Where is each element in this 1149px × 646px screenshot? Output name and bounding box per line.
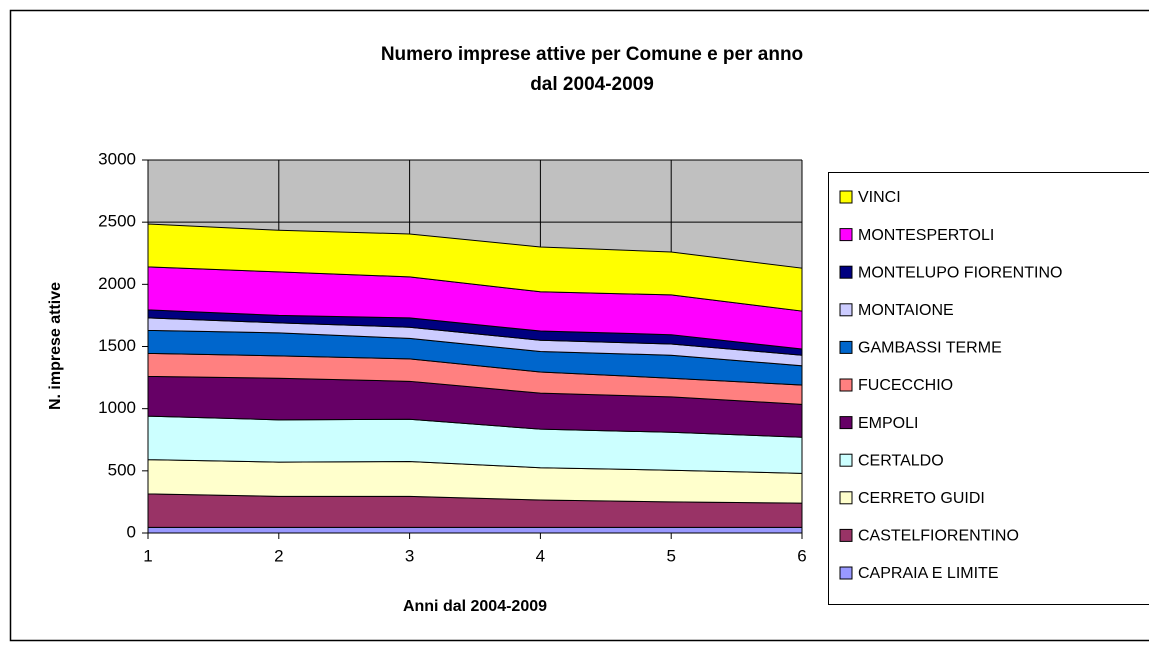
legend-label: CERTALDO: [858, 452, 944, 469]
legend-swatch: [839, 190, 853, 204]
y-tick-label: 0: [127, 522, 136, 541]
legend-label: CERRETO GUIDI: [858, 490, 985, 507]
legend-swatch: [839, 340, 853, 354]
legend-swatch: [839, 566, 853, 580]
y-axis-title: N. imprese attive: [47, 282, 64, 410]
y-tick-label: 500: [108, 460, 136, 479]
y-tick-label: 2500: [98, 212, 136, 231]
legend-label: FUCECCHIO: [858, 377, 953, 394]
legend-swatch: [839, 265, 853, 279]
legend-swatch: [839, 228, 853, 242]
x-tick-label: 4: [536, 546, 545, 565]
legend-items: VINCI MONTESPERTOLI MONTELUPO FIORENTINO MO…: [839, 189, 1062, 582]
chart-title: dal 2004-2009: [530, 74, 654, 95]
legend: [828, 172, 1149, 605]
legend-swatch: [839, 528, 853, 542]
legend-label: MONTESPERTOLI: [858, 227, 994, 244]
x-tick-label: 6: [797, 546, 806, 565]
x-axis-title: Anni dal 2004-2009: [403, 598, 547, 615]
x-tick-label: 3: [405, 546, 414, 565]
y-tick-label: 1000: [98, 398, 136, 417]
legend-label: MONTAIONE: [858, 302, 954, 319]
legend-swatch: [839, 416, 853, 430]
x-tick-label: 5: [666, 546, 675, 565]
legend-label: CASTELFIORENTINO: [858, 528, 1019, 545]
y-tick-label: 2000: [98, 274, 136, 293]
legend-swatch: [839, 378, 853, 392]
plot-area: 0 500 1000 1500 2000 2500 3000 1 2 3 4 5 6: [98, 149, 807, 565]
legend-swatch: [839, 303, 853, 317]
area: [147, 223, 803, 312]
legend-label: CAPRAIA E LIMITE: [858, 565, 998, 582]
x-tick-label: 2: [274, 546, 283, 565]
legend-label: VINCI: [858, 189, 901, 206]
area: [147, 526, 803, 534]
x-tick-label: 1: [143, 546, 152, 565]
y-tick-label: 3000: [98, 149, 136, 168]
legend-swatch: [839, 453, 853, 467]
legend-label: EMPOLI: [858, 415, 918, 432]
legend-label: GAMBASSI TERME: [858, 340, 1002, 357]
y-tick-label: 1500: [98, 336, 136, 355]
legend-swatch: [839, 491, 853, 505]
chart-title: Numero imprese attive per Comune e per a…: [381, 44, 803, 65]
legend-label: MONTELUPO FIORENTINO: [858, 264, 1062, 281]
